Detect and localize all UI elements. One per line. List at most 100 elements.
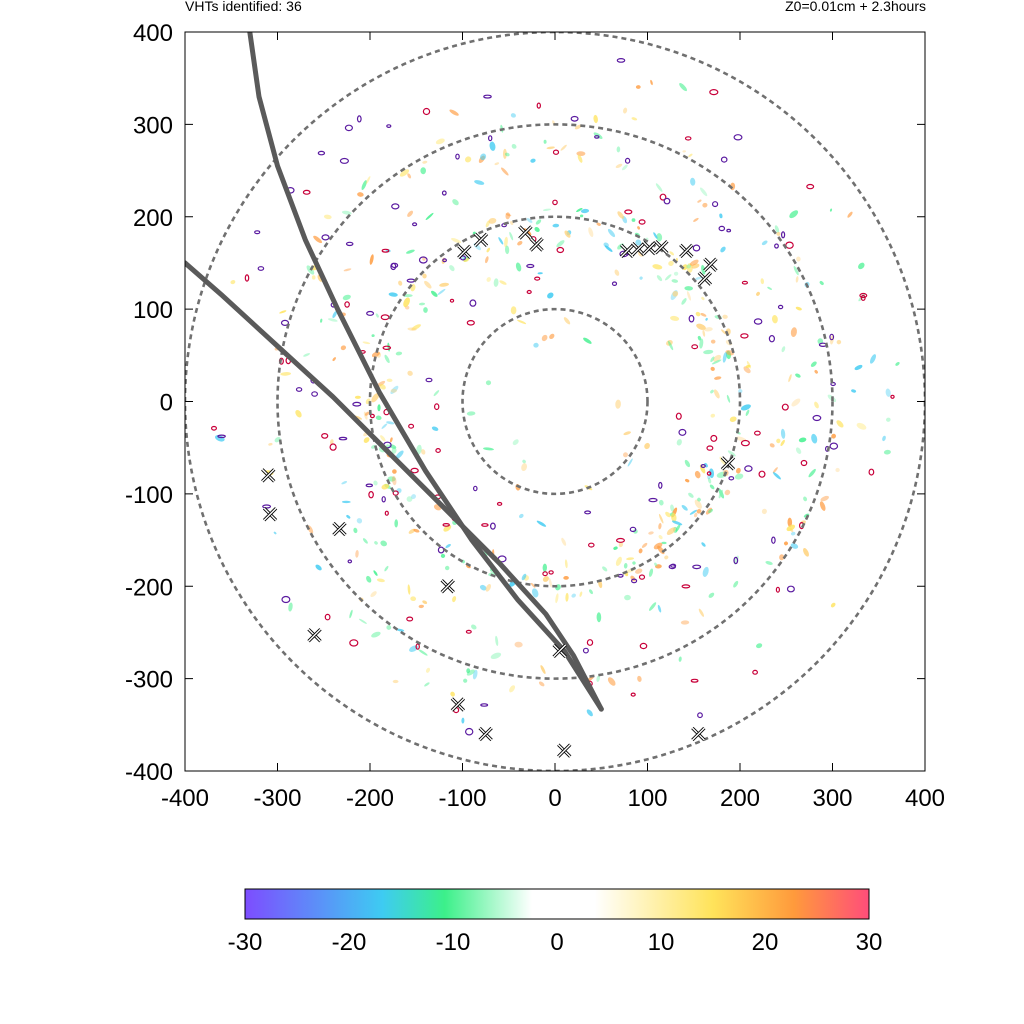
field-speckle: [439, 282, 450, 287]
vht-count-text: VHTs identified: 36: [185, 0, 302, 14]
y-tick-label: -400: [125, 759, 173, 786]
contour-loop: [412, 222, 418, 227]
field-speckle: [721, 329, 727, 335]
field-speckle: [536, 520, 547, 527]
contour-loop: [611, 281, 618, 287]
contour-loop: [556, 246, 565, 254]
field-speckle: [279, 310, 287, 314]
contour-loop: [262, 504, 272, 509]
field-speckle: [369, 254, 374, 265]
contour-loop: [552, 149, 560, 155]
field-speckle: [273, 531, 277, 535]
field-speckle: [793, 265, 799, 276]
contour-loop: [217, 434, 226, 439]
contour-loop: [777, 304, 784, 310]
contour-loop: [638, 574, 646, 580]
field-speckle: [389, 437, 393, 443]
field-speckle: [708, 468, 715, 479]
field-speckle: [411, 324, 421, 331]
field-speckle: [490, 652, 502, 659]
field-speckle: [521, 573, 527, 581]
contour-loop: [496, 501, 503, 506]
y-tick-label: 400: [133, 20, 173, 47]
field-speckle: [377, 404, 381, 412]
contour-loop: [534, 276, 541, 281]
contour-loop: [706, 445, 714, 451]
contour-loop: [386, 124, 392, 128]
field-speckle: [323, 214, 332, 220]
field-speckle: [560, 144, 567, 151]
field-speckle: [541, 334, 548, 342]
x-tick-label: -300: [253, 785, 301, 812]
contour-loop: [726, 228, 732, 233]
field-speckle: [686, 264, 692, 269]
field-speckle: [810, 361, 817, 367]
field-speckle: [537, 272, 543, 275]
field-speckle: [486, 277, 491, 282]
x-tick-label: -400: [161, 785, 209, 812]
field-speckle: [375, 415, 382, 421]
field-speckle: [561, 537, 567, 546]
contour-loop: [380, 314, 390, 321]
field-speckle: [745, 409, 750, 416]
field-speckle: [773, 472, 781, 480]
contour-loop: [455, 153, 460, 160]
storm-track: [185, 260, 604, 712]
colorbar-tick-label: 30: [856, 929, 883, 956]
field-speckle: [702, 566, 709, 577]
field-speckle: [882, 435, 886, 442]
field-speckle: [418, 649, 428, 656]
field-speckle: [433, 390, 440, 397]
field-speckle: [407, 584, 411, 595]
field-speckle: [808, 468, 816, 478]
field-speckle: [658, 499, 664, 506]
contour-loop: [781, 403, 789, 411]
field-speckle: [696, 509, 702, 514]
field-speckle: [332, 357, 336, 362]
field-speckle: [315, 564, 322, 571]
field-speckle: [779, 554, 785, 561]
field-speckle: [702, 202, 708, 208]
field-speckle: [512, 439, 519, 446]
field-speckle: [384, 565, 389, 572]
contour-loop: [526, 263, 535, 269]
field-speckle: [729, 416, 737, 422]
field-speckle: [616, 146, 621, 153]
contour-loop: [584, 510, 592, 515]
contour-loop: [711, 201, 719, 208]
field-speckle: [406, 249, 415, 254]
field-speckle: [534, 226, 540, 233]
contour-loop: [418, 256, 428, 264]
field-speckle: [340, 345, 347, 351]
field-speckle: [781, 346, 786, 353]
field-speckle: [410, 596, 417, 602]
field-speckle: [710, 356, 715, 363]
field-speckle: [418, 604, 424, 609]
field-speckle: [688, 153, 693, 158]
field-speckle: [829, 208, 833, 212]
field-speckle: [583, 337, 592, 344]
field-speckle: [756, 291, 760, 296]
field-speckle: [699, 187, 708, 197]
field-speckle: [623, 452, 628, 458]
field-speckle: [330, 439, 334, 445]
field-speckle: [463, 678, 468, 683]
field-speckle: [391, 475, 397, 486]
contour-loop: [257, 266, 265, 271]
field-speckle: [885, 388, 891, 397]
contour-loop: [718, 225, 726, 232]
field-speckle: [440, 553, 446, 558]
field-speckle: [795, 276, 799, 283]
field-speckle: [736, 467, 741, 474]
field-speckle: [341, 500, 351, 504]
field-speckle: [362, 538, 368, 544]
contour-loop: [368, 491, 374, 499]
field-speckle: [555, 593, 559, 604]
field-speckle: [648, 602, 657, 611]
field-speckle: [693, 217, 699, 222]
field-speckle: [714, 376, 722, 380]
vht-marker: [457, 244, 472, 259]
contour-loop: [422, 107, 431, 116]
contour-loop: [345, 241, 354, 247]
contour-loop: [324, 613, 331, 621]
